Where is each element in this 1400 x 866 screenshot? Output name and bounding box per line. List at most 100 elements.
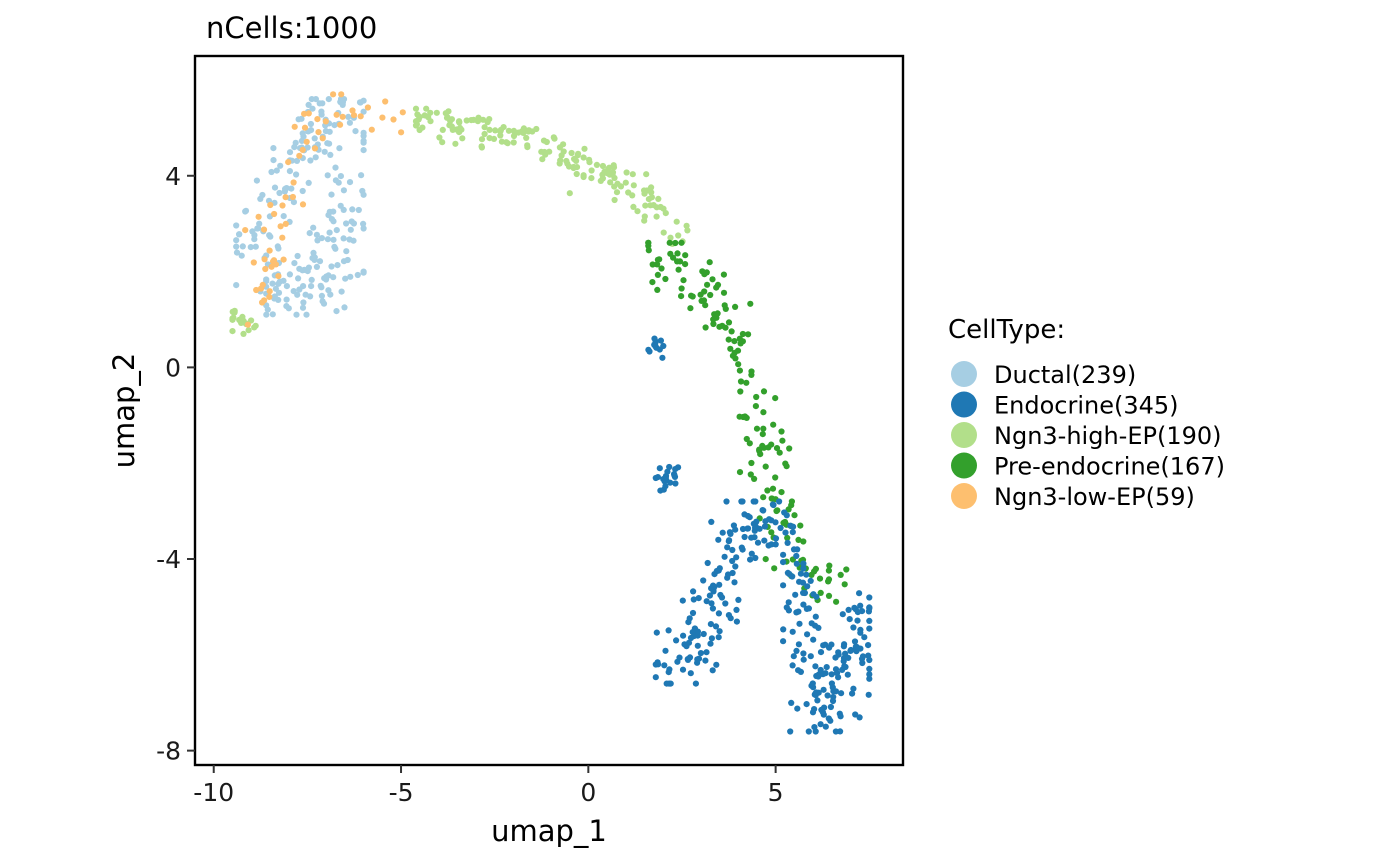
data-point bbox=[660, 205, 667, 212]
data-point bbox=[721, 302, 728, 309]
legend-swatch bbox=[951, 422, 977, 448]
data-point bbox=[699, 268, 706, 275]
data-point bbox=[788, 699, 795, 707]
data-point bbox=[321, 148, 328, 155]
data-point bbox=[452, 140, 459, 147]
data-point bbox=[708, 585, 715, 592]
data-point bbox=[796, 620, 803, 627]
data-point bbox=[687, 305, 694, 312]
data-point bbox=[641, 217, 648, 224]
data-point bbox=[276, 189, 283, 197]
data-point bbox=[360, 225, 367, 232]
data-point bbox=[294, 252, 301, 260]
data-point bbox=[300, 299, 307, 306]
data-point bbox=[753, 393, 760, 401]
data-point bbox=[655, 661, 662, 668]
data-point bbox=[350, 237, 357, 244]
data-point bbox=[756, 446, 763, 453]
data-point bbox=[865, 691, 872, 698]
data-point bbox=[599, 175, 607, 182]
data-point bbox=[760, 409, 767, 416]
data-point bbox=[540, 137, 548, 144]
data-point bbox=[715, 536, 722, 543]
data-point bbox=[320, 300, 328, 307]
data-point bbox=[694, 642, 701, 649]
data-point bbox=[289, 193, 296, 201]
data-point bbox=[524, 142, 531, 149]
data-point bbox=[791, 512, 798, 519]
data-point bbox=[656, 465, 663, 472]
data-point bbox=[448, 116, 455, 123]
data-point bbox=[279, 234, 286, 241]
data-point bbox=[611, 183, 618, 190]
data-point bbox=[729, 352, 737, 359]
data-point bbox=[586, 159, 593, 166]
data-point bbox=[743, 414, 750, 421]
data-point bbox=[828, 671, 835, 678]
data-point bbox=[783, 512, 790, 519]
data-point bbox=[764, 487, 771, 494]
data-point bbox=[817, 589, 824, 597]
data-point bbox=[313, 231, 320, 238]
data-point bbox=[238, 252, 245, 259]
data-point bbox=[810, 591, 817, 598]
data-point bbox=[852, 643, 860, 650]
data-point bbox=[309, 105, 316, 112]
data-point bbox=[857, 602, 864, 609]
data-points bbox=[229, 91, 873, 735]
data-point bbox=[748, 534, 755, 541]
data-point bbox=[851, 638, 859, 645]
legend-title: CellType: bbox=[948, 315, 1065, 345]
data-point bbox=[654, 256, 662, 263]
data-point bbox=[298, 115, 305, 122]
data-point bbox=[776, 449, 783, 456]
data-point bbox=[271, 210, 278, 218]
data-point bbox=[803, 571, 810, 578]
data-point bbox=[306, 230, 313, 237]
data-point bbox=[675, 232, 682, 239]
data-point bbox=[714, 281, 722, 288]
data-point bbox=[700, 577, 707, 584]
data-point bbox=[804, 631, 811, 638]
data-point bbox=[768, 529, 775, 536]
data-point bbox=[854, 617, 861, 624]
data-point bbox=[849, 690, 856, 697]
data-point bbox=[745, 331, 752, 338]
legend-label: Ngn3-high-EP(190) bbox=[994, 422, 1221, 450]
data-point bbox=[792, 591, 799, 598]
data-point bbox=[233, 222, 240, 229]
data-point bbox=[340, 258, 348, 265]
data-point bbox=[330, 218, 337, 225]
data-point bbox=[655, 195, 662, 202]
data-point bbox=[723, 498, 730, 505]
data-point bbox=[497, 132, 504, 139]
data-point bbox=[700, 297, 708, 304]
data-point bbox=[739, 525, 747, 533]
data-point bbox=[662, 275, 669, 283]
data-point bbox=[299, 304, 307, 311]
data-point bbox=[729, 557, 736, 565]
data-point bbox=[812, 622, 819, 629]
data-point bbox=[783, 463, 790, 470]
data-point bbox=[852, 711, 859, 718]
data-point bbox=[360, 97, 367, 104]
data-point bbox=[732, 563, 739, 570]
data-point bbox=[523, 134, 530, 141]
data-point bbox=[643, 171, 650, 178]
data-point bbox=[673, 637, 680, 644]
data-point bbox=[324, 172, 331, 179]
y-tick-label: 4 bbox=[165, 162, 181, 191]
data-point bbox=[566, 190, 573, 197]
data-point bbox=[279, 202, 286, 209]
data-point bbox=[658, 265, 665, 272]
data-point bbox=[817, 721, 824, 728]
data-point bbox=[690, 588, 697, 595]
data-point bbox=[813, 689, 820, 696]
data-point bbox=[807, 577, 814, 585]
data-point bbox=[761, 523, 769, 530]
data-point bbox=[690, 596, 697, 603]
data-point bbox=[739, 330, 747, 338]
data-point bbox=[756, 525, 763, 532]
data-point bbox=[820, 642, 827, 649]
data-point bbox=[859, 653, 867, 660]
